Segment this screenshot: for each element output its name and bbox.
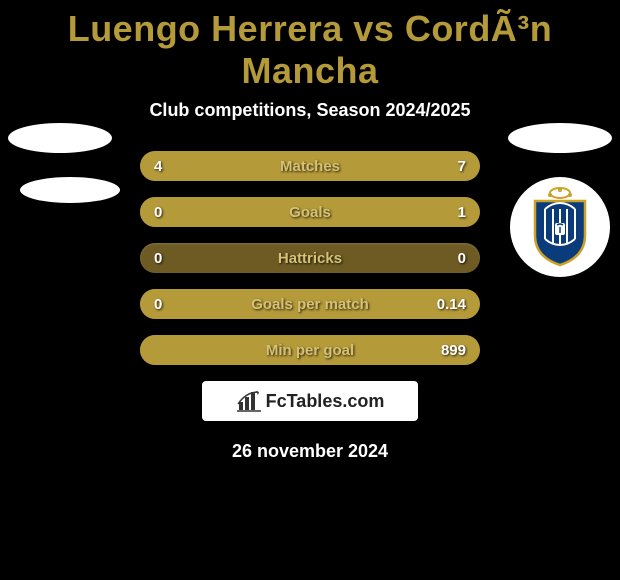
- stat-label: Goals per match: [140, 296, 480, 313]
- date-text: 26 november 2024: [0, 441, 620, 462]
- bar-chart-icon: [236, 390, 262, 412]
- stat-label: Min per goal: [140, 342, 480, 359]
- stat-row: 0Goals per match0.14: [140, 289, 480, 319]
- stats-list: 4Matches70Goals10Hattricks00Goals per ma…: [140, 151, 480, 365]
- stat-value-right: 0: [458, 250, 466, 267]
- stat-value-right: 1: [458, 204, 466, 221]
- subtitle: Club competitions, Season 2024/2025: [0, 100, 620, 121]
- stat-row: 4Matches7: [140, 151, 480, 181]
- stat-value-right: 899: [441, 342, 466, 359]
- player-right-avatar-placeholder: [508, 123, 612, 153]
- stat-label: Goals: [140, 204, 480, 221]
- stat-value-right: 7: [458, 158, 466, 175]
- stat-row: 0Goals1: [140, 197, 480, 227]
- stat-value-right: 0.14: [437, 296, 466, 313]
- club-crest-right: [510, 177, 610, 277]
- stat-row: 0Hattricks0: [140, 243, 480, 273]
- brand-text: FcTables.com: [266, 391, 385, 412]
- stat-label: Matches: [140, 158, 480, 175]
- stat-label: Hattricks: [140, 250, 480, 267]
- player-left-avatar-placeholder-2: [20, 177, 120, 203]
- stat-row: Min per goal899: [140, 335, 480, 365]
- brand-badge: FcTables.com: [202, 381, 418, 421]
- player-left-avatar-placeholder: [8, 123, 112, 153]
- shield-icon: [525, 187, 595, 267]
- page-title: Luengo Herrera vs CordÃ³n Mancha: [0, 0, 620, 92]
